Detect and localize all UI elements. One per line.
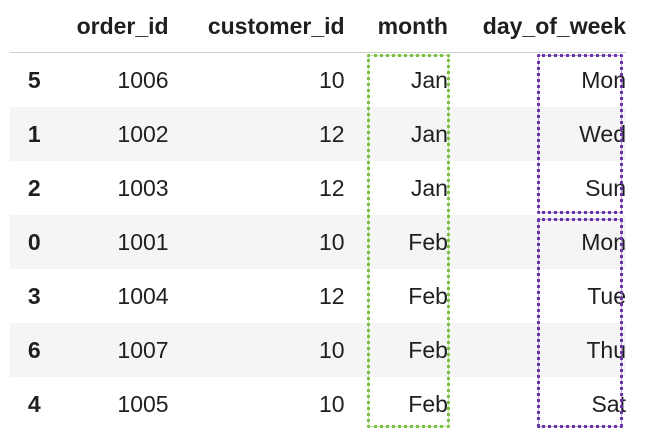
- customer-id-cell: 10: [319, 336, 345, 363]
- header-row: order_id customer_id month day_of_week: [10, 0, 626, 53]
- row-index: 4: [27, 390, 41, 417]
- day-of-week-cell: Sun: [585, 174, 626, 201]
- order-id-cell: 1001: [117, 228, 169, 255]
- day-of-week-cell: Mon: [581, 66, 626, 93]
- month-cell: Jan: [410, 120, 448, 147]
- order-id-cell: 1004: [117, 282, 169, 309]
- day-of-week-cell: Sat: [591, 390, 626, 417]
- customer-id-header: customer_id: [168, 0, 345, 53]
- row-index: 2: [27, 174, 41, 201]
- day-of-week-cell: Thu: [586, 336, 626, 363]
- table-row: 2 1003 12 Jan Sun: [10, 161, 626, 215]
- order-id-cell: 1005: [117, 390, 169, 417]
- month-header: month: [344, 0, 448, 53]
- customer-id-cell: 10: [319, 228, 345, 255]
- customer-id-cell: 10: [319, 66, 345, 93]
- day-of-week-header: day_of_week: [447, 0, 626, 53]
- order-id-cell: 1007: [117, 336, 169, 363]
- day-of-week-cell: Mon: [581, 228, 626, 255]
- row-index: 1: [27, 120, 41, 147]
- customer-id-cell: 12: [319, 120, 345, 147]
- order-id-cell: 1002: [117, 120, 169, 147]
- index-header: [10, 0, 41, 53]
- month-cell: Feb: [408, 282, 448, 309]
- table-row: 0 1001 10 Feb Mon: [10, 215, 626, 269]
- table-row: 4 1005 10 Feb Sat: [10, 377, 626, 431]
- row-index: 0: [27, 228, 41, 255]
- month-cell: Jan: [410, 174, 448, 201]
- table-row: 1 1002 12 Jan Wed: [10, 107, 626, 161]
- customer-id-cell: 10: [319, 390, 345, 417]
- month-cell: Feb: [408, 336, 448, 363]
- table-row: 3 1004 12 Feb Tue: [10, 269, 626, 323]
- row-index: 5: [27, 66, 41, 93]
- day-of-week-cell: Tue: [587, 282, 626, 309]
- month-cell: Feb: [408, 390, 448, 417]
- order-id-cell: 1003: [117, 174, 169, 201]
- table-row: 5 1006 10 Jan Mon: [10, 53, 626, 108]
- month-cell: Feb: [408, 228, 448, 255]
- customer-id-cell: 12: [319, 174, 345, 201]
- day-of-week-cell: Wed: [579, 120, 626, 147]
- dataframe-table: order_id customer_id month day_of_week 5…: [10, 0, 626, 431]
- row-index: 3: [27, 282, 41, 309]
- row-index: 6: [27, 336, 41, 363]
- order-id-cell: 1006: [117, 66, 169, 93]
- table-row: 6 1007 10 Feb Thu: [10, 323, 626, 377]
- order-id-header: order_id: [40, 0, 169, 53]
- customer-id-cell: 12: [319, 282, 345, 309]
- month-cell: Jan: [410, 66, 448, 93]
